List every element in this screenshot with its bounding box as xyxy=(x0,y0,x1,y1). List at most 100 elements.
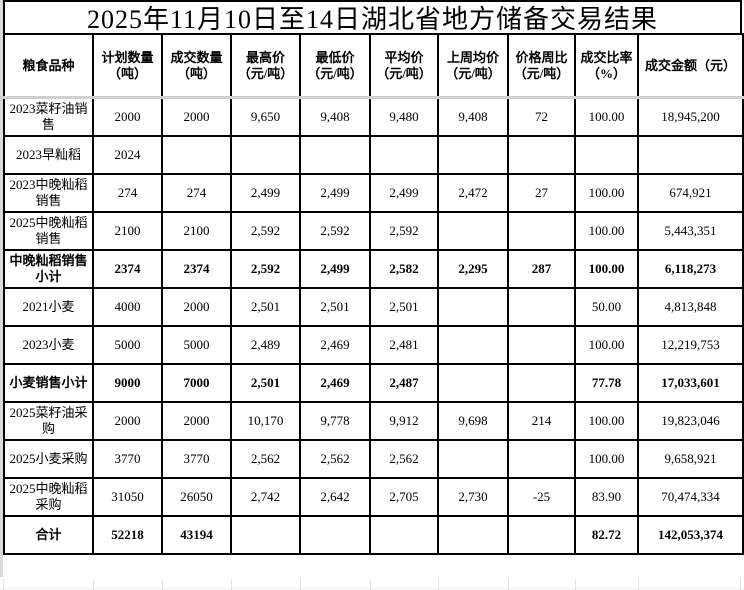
value-cell: 2,582 xyxy=(369,249,439,289)
value-cell xyxy=(299,515,371,555)
value-cell: 18,945,200 xyxy=(637,97,744,137)
value-cell: 2024 xyxy=(92,135,163,175)
header-trade-ratio: 成交比率 （%） xyxy=(574,33,639,99)
value-cell xyxy=(507,287,576,327)
value-cell: 2,592 xyxy=(369,211,439,251)
value-cell: 2,562 xyxy=(299,439,371,479)
value-cell xyxy=(437,287,509,327)
value-cell: 274 xyxy=(92,173,163,213)
value-cell: 274 xyxy=(161,173,232,213)
header-price-week-change: 价格周比 （元/吨） xyxy=(507,33,576,99)
value-cell: 50.00 xyxy=(574,287,639,327)
value-cell xyxy=(299,135,371,175)
value-cell: 2,499 xyxy=(299,173,371,213)
value-cell: 2000 xyxy=(161,287,232,327)
value-cell: 9,408 xyxy=(299,97,371,137)
value-cell: 9,658,921 xyxy=(637,439,744,479)
value-cell xyxy=(230,515,301,555)
value-cell xyxy=(507,135,576,175)
value-cell: 100.00 xyxy=(574,401,639,441)
grain-variety-cell: 中晚籼稻销售小计 xyxy=(3,249,94,289)
table-row: 2023菜籽油销售 2000 2000 9,650 9,408 9,480 9,408 72 1… xyxy=(3,97,744,137)
table-row: 2023中晚籼稻销售 274 274 2,499 2,499 2,499 2,472 27 10… xyxy=(3,173,744,213)
value-cell xyxy=(507,363,576,403)
value-cell: 2,705 xyxy=(369,477,439,517)
table-row: 2023早籼稻 2024 xyxy=(3,135,744,175)
grain-variety-cell: 2025中晚籼稻销售 xyxy=(3,211,94,251)
value-cell: 100.00 xyxy=(574,249,639,289)
value-cell: -25 xyxy=(507,477,576,517)
value-cell: 10,170 xyxy=(230,401,301,441)
table-row: 2021小麦 4000 2000 2,501 2,501 2,501 50.00 4,813,… xyxy=(3,287,744,327)
value-cell: 9,480 xyxy=(369,97,439,137)
grain-variety-cell: 2023中晚籼稻销售 xyxy=(3,173,94,213)
value-cell: 2000 xyxy=(92,401,163,441)
value-cell: 2,469 xyxy=(299,325,371,365)
value-cell: 6,118,273 xyxy=(637,249,744,289)
value-cell xyxy=(574,135,639,175)
value-cell: 2000 xyxy=(161,401,232,441)
value-cell: 2,499 xyxy=(299,249,371,289)
table-body: 2023菜籽油销售 2000 2000 9,650 9,408 9,480 9,408 72 1… xyxy=(3,97,744,555)
ghost-gridline xyxy=(438,579,439,590)
value-cell: 2,499 xyxy=(230,173,301,213)
value-cell: 9,778 xyxy=(299,401,371,441)
value-cell: 2374 xyxy=(161,249,232,289)
grain-variety-cell: 合计 xyxy=(3,515,94,555)
value-cell: 2,592 xyxy=(230,249,301,289)
table-row: 小麦销售小计 9000 7000 2,501 2,469 2,487 77.78 17,033… xyxy=(3,363,744,403)
value-cell: 17,033,601 xyxy=(637,363,744,403)
value-cell: 100.00 xyxy=(574,325,639,365)
value-cell: 2100 xyxy=(92,211,163,251)
value-cell xyxy=(230,135,301,175)
value-cell: 9,408 xyxy=(437,97,509,137)
value-cell: 2,742 xyxy=(230,477,301,517)
ghost-gridline xyxy=(575,579,576,590)
ghost-gridline xyxy=(508,579,509,590)
value-cell: 2,642 xyxy=(299,477,371,517)
header-lastweek-avg-price: 上周均价 （元/吨） xyxy=(437,33,509,99)
value-cell xyxy=(437,439,509,479)
value-cell: 2,730 xyxy=(437,477,509,517)
value-cell: 100.00 xyxy=(574,439,639,479)
results-table: 粮食品种 计划数量 （吨） 成交数量 （吨） 最高价 （元/吨） 最低价 （元/… xyxy=(3,33,744,555)
value-cell: 2,501 xyxy=(299,287,371,327)
value-cell: 100.00 xyxy=(574,97,639,137)
value-cell: 2,592 xyxy=(230,211,301,251)
table-row: 2025小麦采购 3770 3770 2,562 2,562 2,562 100.00 9,6… xyxy=(3,439,744,479)
ghost-gridline-horizontal xyxy=(0,588,744,589)
value-cell: 2,562 xyxy=(369,439,439,479)
value-cell: 4000 xyxy=(92,287,163,327)
value-cell: 43194 xyxy=(161,515,232,555)
value-cell: 214 xyxy=(507,401,576,441)
value-cell xyxy=(637,135,744,175)
value-cell: 2,562 xyxy=(230,439,301,479)
value-cell: 2,489 xyxy=(230,325,301,365)
value-cell: 2,499 xyxy=(369,173,439,213)
value-cell: 2100 xyxy=(161,211,232,251)
value-cell: 2,469 xyxy=(299,363,371,403)
value-cell: 100.00 xyxy=(574,211,639,251)
value-cell xyxy=(507,515,576,555)
screenshot-seam-line xyxy=(0,96,744,99)
value-cell: 9,698 xyxy=(437,401,509,441)
value-cell: 52218 xyxy=(92,515,163,555)
value-cell: 674,921 xyxy=(637,173,744,213)
value-cell xyxy=(437,325,509,365)
value-cell: 19,823,046 xyxy=(637,401,744,441)
value-cell: 2,592 xyxy=(299,211,371,251)
value-cell: 5,443,351 xyxy=(637,211,744,251)
ghost-gridline xyxy=(740,579,741,590)
value-cell: 2000 xyxy=(92,97,163,137)
table-row: 2025菜籽油采购 2000 2000 10,170 9,778 9,912 9,698 21… xyxy=(3,401,744,441)
value-cell xyxy=(369,135,439,175)
value-cell: 5000 xyxy=(92,325,163,365)
value-cell: 3770 xyxy=(161,439,232,479)
ghost-gridline xyxy=(3,579,4,590)
value-cell: 77.78 xyxy=(574,363,639,403)
table-header-row: 粮食品种 计划数量 （吨） 成交数量 （吨） 最高价 （元/吨） 最低价 （元/… xyxy=(3,33,744,99)
grain-variety-cell: 2025小麦采购 xyxy=(3,439,94,479)
value-cell: 2,487 xyxy=(369,363,439,403)
ghost-gridline xyxy=(370,579,371,590)
